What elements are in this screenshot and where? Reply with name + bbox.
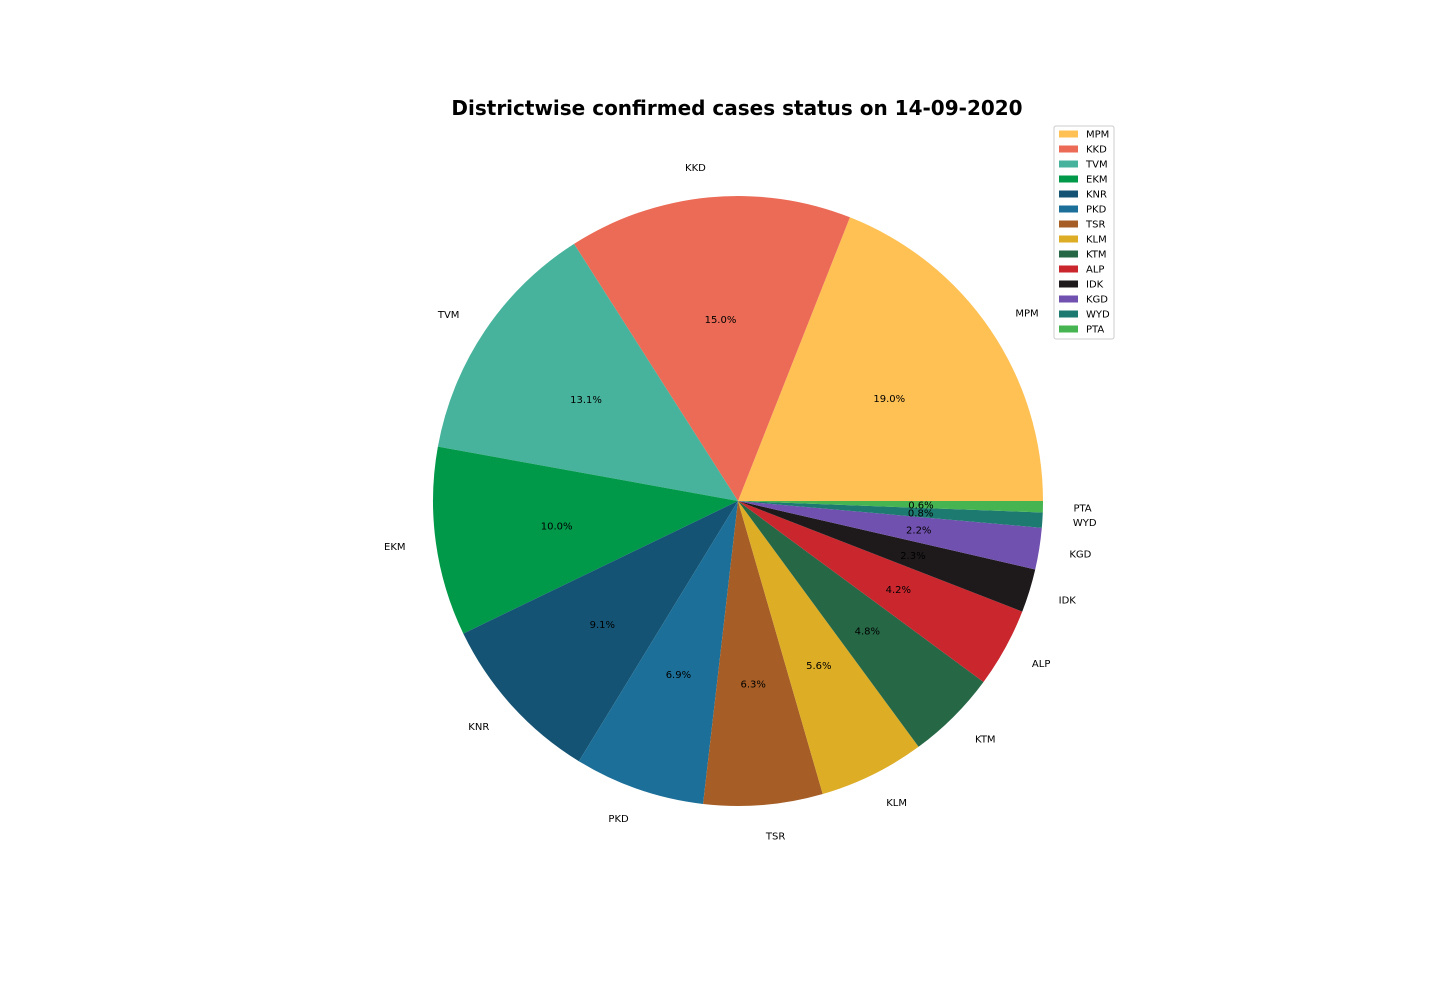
legend-swatch-kgd [1059,295,1078,303]
pct-label-ekm: 10.0% [541,522,573,533]
legend-label-ekm: EKM [1086,175,1108,186]
slice-label-pkd: PKD [608,814,629,825]
legend-label-kkd: KKD [1086,145,1107,156]
pct-label-tvm: 13.1% [570,395,602,406]
pct-label-mpm: 19.0% [873,394,905,405]
slice-label-kgd: KGD [1069,550,1091,561]
legend-swatch-pta [1059,325,1078,333]
pie-slice-pkd [578,501,738,804]
slice-label-ekm: EKM [384,542,406,553]
legend-swatch-ekm [1059,175,1078,183]
slice-label-knr: KNR [468,722,489,733]
legend-swatch-pkd [1059,205,1078,213]
legend-frame [1053,125,1115,340]
slice-label-wyd: WYD [1073,518,1097,529]
pct-label-idk: 2.3% [900,551,925,562]
slice-label-alp: ALP [1032,659,1050,670]
legend-label-idk: IDK [1086,280,1104,291]
legend-swatch-tsr [1059,220,1078,228]
legend-swatch-tvm [1059,160,1078,168]
pie-slices [432,196,1043,806]
legend-swatch-kkd [1059,145,1078,153]
slice-label-mpm: MPM [1015,308,1038,319]
pie-slice-tsr [703,501,823,806]
slice-labels: MPM KKD TVM EKM KNR PKD TSR KLM KTM ALP IDK KGD WYD P… [384,163,1097,842]
pie-slice-ekm [432,446,738,634]
slice-label-kkd: KKD [685,163,706,174]
pie-slice-ktm [738,501,984,747]
pct-label-wyd: 0.8% [908,509,933,520]
legend-label-alp: ALP [1086,265,1104,276]
legend-swatch-mpm [1059,130,1078,138]
legend-swatch-idk [1059,280,1078,288]
legend-swatch-knr [1059,190,1078,198]
pie-slice-kkd [574,196,850,502]
pie-slice-klm [738,501,919,794]
legend-swatch-ktm [1059,250,1078,258]
percentage-labels: 19.0% 15.0% 13.1% 10.0% 9.1% 6.9% 6.3% 5.6% 4.8%… [541,315,934,691]
legend-label-pkd: PKD [1086,205,1107,216]
slice-label-ktm: KTM [975,734,996,745]
pct-label-pta: 0.6% [908,500,933,511]
legend-swatch-klm [1059,235,1078,243]
legend-label-mpm: MPM [1086,130,1109,141]
slice-label-tvm: TVM [437,310,460,321]
slice-label-klm: KLM [886,798,907,809]
pct-label-tsr: 6.3% [741,679,766,690]
pct-label-alp: 4.2% [886,585,911,596]
pie-slice-alp [738,501,1023,682]
pct-label-kkd: 15.0% [705,315,737,326]
legend-swatch-alp [1059,265,1078,273]
legend-label-wyd: WYD [1086,310,1110,321]
legend-swatch-wyd [1059,310,1078,318]
pct-label-klm: 5.6% [806,661,831,672]
legend-label-pta: PTA [1086,325,1104,336]
legend: MPM KKD TVM EKM KNR PKD TSR KLM KTM ALP IDK KGD WYD P… [1053,125,1115,340]
pct-label-knr: 9.1% [590,620,615,631]
pie-slice-tvm [437,243,738,501]
pie-slice-mpm [738,217,1043,502]
slice-label-pta: PTA [1073,503,1091,514]
slice-label-tsr: TSR [765,831,785,842]
legend-label-ktm: KTM [1086,250,1107,261]
pie-slice-knr [463,501,738,762]
legend-label-klm: KLM [1086,235,1107,246]
legend-label-tvm: TVM [1085,160,1108,171]
pct-label-pkd: 6.9% [666,670,691,681]
legend-label-tsr: TSR [1085,220,1105,231]
pie-slice-kgd [738,501,1042,570]
pie-slice-wyd [738,501,1043,528]
slice-label-idk: IDK [1059,596,1077,607]
pct-label-ktm: 4.8% [855,627,880,638]
legend-label-knr: KNR [1086,190,1107,201]
chart-title: Districtwise confirmed cases status on 1… [451,96,1022,120]
pie-slice-pta [738,501,1043,513]
pie-slice-idk [738,501,1036,612]
legend-label-kgd: KGD [1086,295,1108,306]
pct-label-kgd: 2.2% [906,526,931,537]
